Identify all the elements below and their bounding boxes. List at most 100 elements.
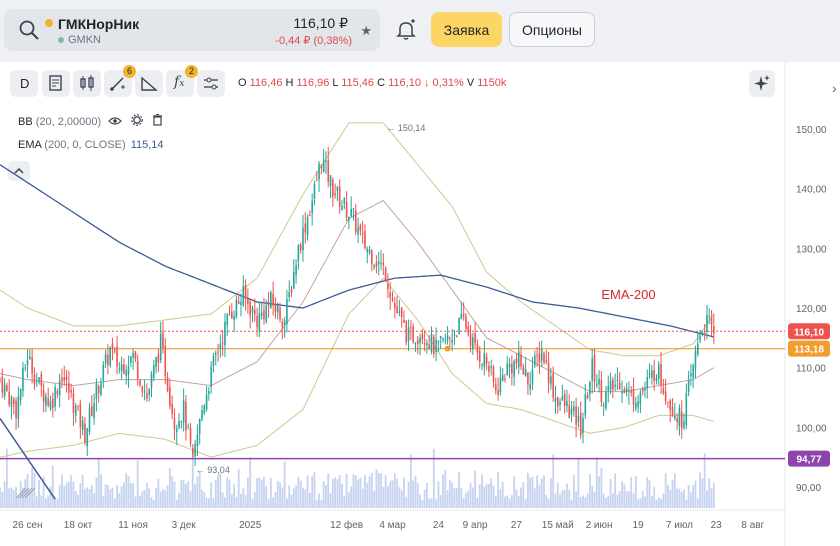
resize-handle-icon[interactable] bbox=[15, 487, 36, 499]
volume-bar bbox=[152, 499, 155, 508]
candle-body bbox=[276, 305, 279, 313]
document-chart-icon bbox=[49, 75, 62, 91]
volume-bar bbox=[419, 494, 421, 508]
candle-body bbox=[680, 411, 683, 429]
candle-body bbox=[33, 374, 36, 384]
candle-body bbox=[630, 391, 633, 393]
volume-bar bbox=[685, 499, 688, 508]
volume-bar bbox=[269, 477, 272, 508]
low-annotation: ← 93,04 bbox=[196, 465, 230, 475]
volume-bar bbox=[513, 476, 516, 508]
candle-body bbox=[58, 380, 61, 396]
candle-body bbox=[338, 186, 341, 207]
candle-body bbox=[398, 311, 401, 313]
volume-bar bbox=[382, 486, 385, 508]
ohlc-volume: 1150k bbox=[477, 77, 507, 89]
volume-bar bbox=[501, 481, 504, 508]
eye-icon[interactable] bbox=[108, 116, 123, 126]
volume-bar bbox=[141, 491, 144, 508]
volume-bar bbox=[370, 472, 373, 508]
volume-bar bbox=[359, 477, 362, 508]
candle-body bbox=[159, 334, 162, 361]
candles-button[interactable] bbox=[73, 70, 101, 97]
volume-bar bbox=[527, 472, 529, 508]
candle-body bbox=[515, 358, 518, 364]
star-icon[interactable]: ★ bbox=[360, 23, 372, 38]
volume-bar bbox=[400, 490, 403, 508]
candle-body bbox=[366, 248, 369, 253]
last-price-tag-bg bbox=[788, 323, 830, 340]
resize-handle-stroke bbox=[18, 487, 30, 499]
search-icon[interactable] bbox=[18, 19, 40, 41]
volume-bar bbox=[100, 474, 102, 508]
volume-bar bbox=[618, 490, 621, 508]
volume-bar bbox=[699, 472, 701, 508]
y-axis: 150,00 140,00 130,00 120,00 110,00 100,00 90,0… bbox=[784, 62, 827, 546]
volume-bar bbox=[566, 483, 568, 508]
volume-bar bbox=[487, 484, 490, 508]
candle-body bbox=[242, 286, 245, 306]
volume-bar bbox=[561, 490, 564, 508]
volume-bar bbox=[86, 487, 89, 508]
volume-bar bbox=[637, 499, 640, 508]
volume-bar bbox=[648, 480, 651, 508]
candle-body bbox=[504, 378, 506, 380]
bell-plus-icon[interactable] bbox=[396, 19, 416, 41]
volume-bar bbox=[235, 496, 238, 508]
candle-body bbox=[178, 421, 180, 428]
volume-bar bbox=[288, 485, 291, 508]
volume-bar bbox=[327, 473, 330, 508]
candle-body bbox=[497, 390, 499, 395]
volume-bar bbox=[260, 480, 263, 508]
candle-body bbox=[361, 233, 364, 235]
settings-sliders-button[interactable] bbox=[197, 70, 225, 97]
x-tick-label: 9 апр bbox=[463, 520, 488, 531]
options-button[interactable]: Опционы bbox=[509, 12, 595, 47]
ticker-selector[interactable]: ГМКНорНик GMKN 116,10 ₽ -0,44 ₽ (0,38%) … bbox=[4, 9, 380, 51]
candle-body bbox=[162, 332, 164, 349]
ema-params: (200, 0, CLOSE) bbox=[44, 139, 126, 151]
candle-body bbox=[235, 299, 238, 318]
price-chart[interactable]: 150,00 140,00 130,00 120,00 110,00 100,00 90,0… bbox=[0, 62, 840, 546]
gear-icon[interactable] bbox=[131, 114, 144, 126]
candle-body bbox=[251, 308, 254, 313]
trend-line[interactable] bbox=[0, 417, 56, 500]
volume-bar bbox=[244, 495, 247, 508]
bb-upper-band bbox=[0, 122, 715, 357]
candle-body bbox=[469, 333, 472, 346]
volume-bar bbox=[136, 460, 139, 508]
chevron-right-icon[interactable]: › bbox=[832, 80, 837, 96]
volume-bar bbox=[485, 483, 488, 508]
timeframe-button[interactable]: D bbox=[10, 70, 38, 97]
candle-body bbox=[311, 200, 313, 214]
candle-body bbox=[646, 376, 649, 389]
volume-bar bbox=[290, 494, 293, 508]
candle-body bbox=[224, 321, 226, 346]
volume-bar bbox=[47, 495, 50, 508]
candle-body bbox=[109, 347, 111, 366]
shapes-button[interactable] bbox=[135, 70, 163, 97]
volume-bar bbox=[386, 486, 389, 508]
volume-bar bbox=[182, 480, 185, 508]
level-handle[interactable] bbox=[444, 345, 451, 352]
candle-body bbox=[494, 384, 497, 391]
candlestick-icon bbox=[80, 75, 94, 91]
ai-assistant-button[interactable] bbox=[749, 70, 775, 97]
candle-body bbox=[359, 225, 362, 231]
volume-bar bbox=[123, 482, 125, 508]
candle-body bbox=[203, 405, 206, 414]
volume-bar bbox=[345, 473, 348, 508]
y-tick-label: 110,00 bbox=[796, 364, 826, 375]
volume-bar bbox=[428, 498, 431, 508]
volume-bar bbox=[462, 498, 465, 508]
trash-icon[interactable] bbox=[152, 114, 163, 126]
volume-bar bbox=[609, 478, 612, 508]
collapse-legend-button[interactable] bbox=[8, 161, 30, 181]
candle-body bbox=[343, 197, 346, 204]
candle-body bbox=[91, 406, 93, 417]
chart-type-button[interactable] bbox=[42, 70, 70, 97]
order-button[interactable]: Заявка bbox=[431, 12, 502, 47]
x-tick-label: 19 bbox=[633, 520, 645, 531]
volume-bar bbox=[207, 497, 210, 508]
candle-body bbox=[543, 353, 545, 363]
